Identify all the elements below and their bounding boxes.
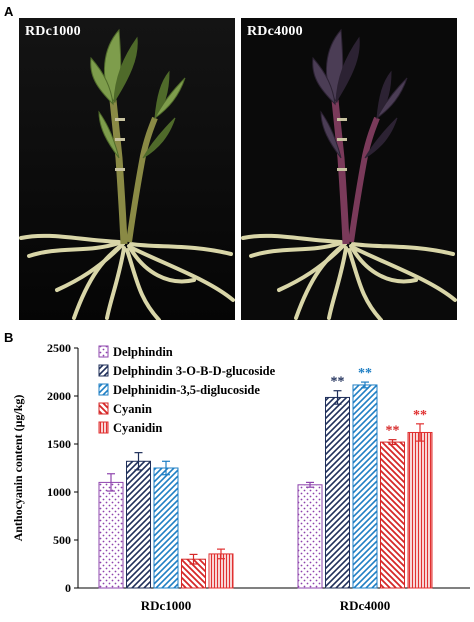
root-6	[294, 242, 347, 320]
bar-RDc4000-4	[407, 431, 433, 589]
root-3	[127, 244, 196, 284]
bar-RDc1000-2	[153, 467, 179, 589]
bar-RDc4000-2	[352, 384, 378, 589]
stem-second	[126, 116, 158, 243]
photo-rdc4000: RDc4000	[241, 18, 457, 320]
y-tick-label-2: 1000	[47, 485, 71, 499]
legend-label-3: Cyanin	[113, 402, 152, 416]
bar-RDc4000-3	[380, 441, 405, 589]
legend-swatch-2	[98, 383, 109, 396]
bar-RDc4000-0	[297, 484, 323, 589]
photo-label-rdc4000: RDc4000	[247, 24, 303, 39]
root-6	[72, 242, 125, 320]
root-7	[352, 246, 457, 302]
photo-rdc1000: RDc1000	[19, 18, 235, 320]
significance-RDc4000-2: **	[358, 366, 372, 381]
leaf-4	[376, 77, 408, 119]
category-label-0: RDc1000	[141, 598, 192, 613]
legend-swatch-3	[98, 402, 109, 415]
root-3	[349, 244, 418, 284]
root-0	[249, 241, 343, 258]
y-tick-label-4: 2000	[47, 389, 71, 403]
stem-node-2	[115, 118, 125, 121]
root-8	[19, 233, 121, 244]
legend-swatch-1	[98, 364, 109, 377]
legend-label-2: Delphinidin-3,5-diglucoside	[113, 383, 260, 397]
root-5	[125, 248, 161, 320]
root-0	[27, 241, 121, 258]
panel-a-letter: A	[4, 4, 14, 19]
bar-RDc4000-1	[325, 396, 350, 589]
root-4	[129, 242, 233, 256]
legend-label-4: Cyanidin	[113, 421, 162, 435]
leaf-6	[320, 110, 342, 159]
bar-RDc1000-3	[181, 558, 206, 589]
bar-RDc1000-0	[98, 481, 124, 589]
leaf-1	[335, 36, 360, 104]
stem-node-0	[337, 168, 347, 171]
root-8	[241, 233, 343, 244]
stem-second	[348, 116, 380, 243]
photo-label-rdc1000: RDc1000	[25, 24, 81, 39]
significance-RDc4000-4: **	[413, 408, 427, 423]
category-label-1: RDc4000	[340, 598, 391, 613]
leaf-4	[154, 77, 186, 119]
leaf-2	[90, 56, 114, 106]
panel-b-letter: B	[4, 330, 14, 345]
legend-swatch-0	[98, 345, 109, 358]
leaf-6	[98, 110, 120, 159]
significance-RDc4000-1: **	[331, 375, 345, 390]
y-tick-label-5: 2500	[47, 341, 71, 355]
root-5	[347, 248, 383, 320]
stem-node-0	[115, 168, 125, 171]
root-4	[351, 242, 455, 256]
y-tick-label-0: 0	[65, 581, 71, 595]
y-tick-label-1: 500	[53, 533, 71, 547]
leaf-5	[364, 117, 398, 159]
significance-RDc4000-3: **	[386, 424, 400, 439]
stem-node-1	[337, 138, 347, 141]
root-2	[327, 246, 348, 320]
legend-swatch-4	[98, 421, 109, 434]
y-tick-label-3: 1500	[47, 437, 71, 451]
leaf-1	[113, 36, 138, 104]
stem-node-1	[115, 138, 125, 141]
stem-node-2	[337, 118, 347, 121]
bar-RDc1000-4	[208, 553, 234, 589]
legend-label-1: Delphindin 3-O-B-D-glucoside	[113, 364, 276, 378]
anthocyanin-bar-chart: 0 500 1000 1500 2000 2500 Anthocyanin content …	[11, 341, 470, 613]
y-axis-label: Anthocyanin content (μg/kg)	[11, 395, 25, 542]
leaf-5	[142, 117, 176, 159]
root-7	[130, 246, 235, 302]
plant-illustration-green	[19, 18, 235, 320]
plant-illustration-purple	[241, 18, 457, 320]
bar-RDc1000-1	[126, 460, 151, 589]
legend-label-0: Delphindin	[113, 345, 173, 359]
root-2	[105, 246, 126, 320]
leaf-2	[312, 56, 336, 106]
